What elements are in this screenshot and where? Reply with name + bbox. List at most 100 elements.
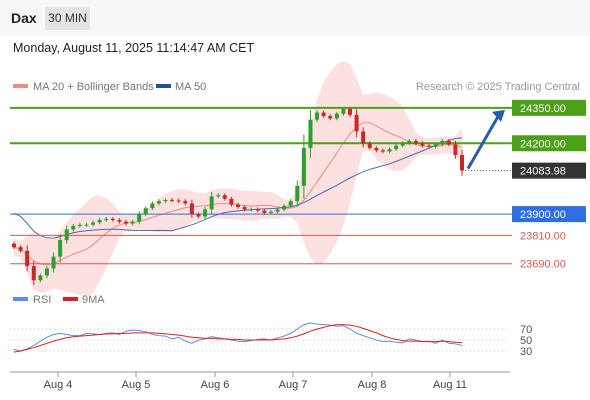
candle-body xyxy=(64,229,69,241)
candle-body xyxy=(189,203,194,215)
x-tick-label: Aug 4 xyxy=(44,379,73,391)
price-levels xyxy=(10,106,512,265)
candle-body xyxy=(222,195,227,199)
candle-body xyxy=(58,240,63,257)
candle-body xyxy=(91,222,96,225)
candle-body xyxy=(407,140,412,144)
x-axis-ticks: Aug 4 Aug 5 Aug 6 Aug 7 Aug 8 Aug 11 xyxy=(44,372,467,391)
candle-body xyxy=(268,211,273,213)
candle-body xyxy=(354,114,359,132)
top-bar xyxy=(0,0,590,36)
candle-body xyxy=(216,195,221,197)
candle-body xyxy=(38,275,43,281)
candle-body xyxy=(203,209,208,217)
candle-body xyxy=(156,201,161,204)
candle-body xyxy=(229,198,234,205)
candle-body xyxy=(288,201,293,206)
candle-body xyxy=(460,155,464,171)
candle-body xyxy=(341,108,346,114)
candle-body xyxy=(242,207,247,210)
pivot-label: 23900.00 xyxy=(520,209,566,221)
support-label-5: 23690.00 xyxy=(520,259,566,271)
candle-body xyxy=(236,204,240,208)
rsi-tick-30: 30 xyxy=(520,346,532,358)
candle-body xyxy=(143,208,148,215)
candle-body xyxy=(446,140,451,145)
x-tick-label: Aug 5 xyxy=(122,379,151,391)
candle-body xyxy=(176,200,181,202)
candle-body xyxy=(427,145,432,147)
rsi-tick-50: 50 xyxy=(520,335,532,347)
candle-body xyxy=(209,196,214,210)
bollinger-band-area xyxy=(14,60,462,297)
bollinger-band xyxy=(14,60,462,297)
rsi-legend-label: RSI xyxy=(33,294,51,306)
candle-body xyxy=(413,140,418,144)
candle-body xyxy=(367,143,372,148)
x-tick-label: Aug 11 xyxy=(433,379,467,391)
candle-body xyxy=(196,214,201,217)
resistance-label-0: 24350.00 xyxy=(520,103,566,115)
candle-body xyxy=(380,150,385,152)
candle-body xyxy=(420,143,425,146)
candle-body xyxy=(137,214,142,222)
bollinger-legend-swatch xyxy=(13,84,28,88)
candle-body xyxy=(334,113,339,119)
ma50-legend-label: MA 50 xyxy=(175,81,206,93)
candle-body xyxy=(170,199,175,201)
trend-arrow-head xyxy=(492,109,505,122)
rsi-legend-swatch xyxy=(13,297,28,301)
current-price-label: 24083.98 xyxy=(520,166,566,178)
candle-body xyxy=(440,140,445,145)
support-label-4: 23810.00 xyxy=(520,230,566,242)
candle-body xyxy=(321,112,326,117)
resistance-label-box-0 xyxy=(512,99,586,116)
candle-body xyxy=(110,218,115,221)
candle-body xyxy=(262,210,267,213)
x-tick-label: Aug 6 xyxy=(201,379,230,391)
candle-body xyxy=(295,185,300,202)
candle-body xyxy=(453,144,458,156)
candle-body xyxy=(282,205,287,210)
candle-body xyxy=(71,225,76,230)
trend-arrow xyxy=(466,109,505,170)
timeframe-button[interactable]: 30 MIN xyxy=(45,7,90,30)
candle-body xyxy=(433,144,438,147)
candle-body xyxy=(301,147,306,186)
candle-body xyxy=(84,224,89,226)
candle-body xyxy=(394,145,399,150)
level-labels: 24350.00 24200.00 24083.98 23900.00 23810.00… xyxy=(512,99,586,271)
rsi-ma-legend-label: 9MA xyxy=(82,294,105,306)
candle-body xyxy=(97,220,102,223)
candle-body xyxy=(315,112,320,120)
x-tick-label: Aug 8 xyxy=(358,379,387,391)
ma50-legend-swatch xyxy=(156,84,171,88)
instrument-name: Dax xyxy=(11,10,37,26)
x-tick-label: Aug 7 xyxy=(279,379,308,391)
ma50-line xyxy=(13,137,463,239)
candle-body xyxy=(150,203,155,209)
candle-body xyxy=(18,247,23,251)
candle-body xyxy=(12,243,16,248)
rsi-ma-legend-swatch xyxy=(63,297,78,301)
candle-body xyxy=(31,266,36,281)
rsi-ma-line xyxy=(13,324,463,353)
candle-body xyxy=(348,108,352,115)
candle-body xyxy=(124,221,128,224)
candle-body xyxy=(328,116,333,119)
candle-body xyxy=(51,256,56,269)
candle-body xyxy=(104,218,109,221)
candle-body xyxy=(117,220,122,222)
trend-arrow-shaft xyxy=(466,114,501,170)
rsi-tick-70: 70 xyxy=(520,324,532,336)
candle-body xyxy=(44,268,49,276)
candle-body xyxy=(25,250,30,267)
candle-body xyxy=(183,201,188,204)
candle-body xyxy=(249,209,254,211)
candle-body xyxy=(275,209,280,212)
candle-body xyxy=(255,209,260,211)
candle-body xyxy=(400,143,405,146)
candles xyxy=(12,106,464,286)
candle-body xyxy=(308,119,313,148)
